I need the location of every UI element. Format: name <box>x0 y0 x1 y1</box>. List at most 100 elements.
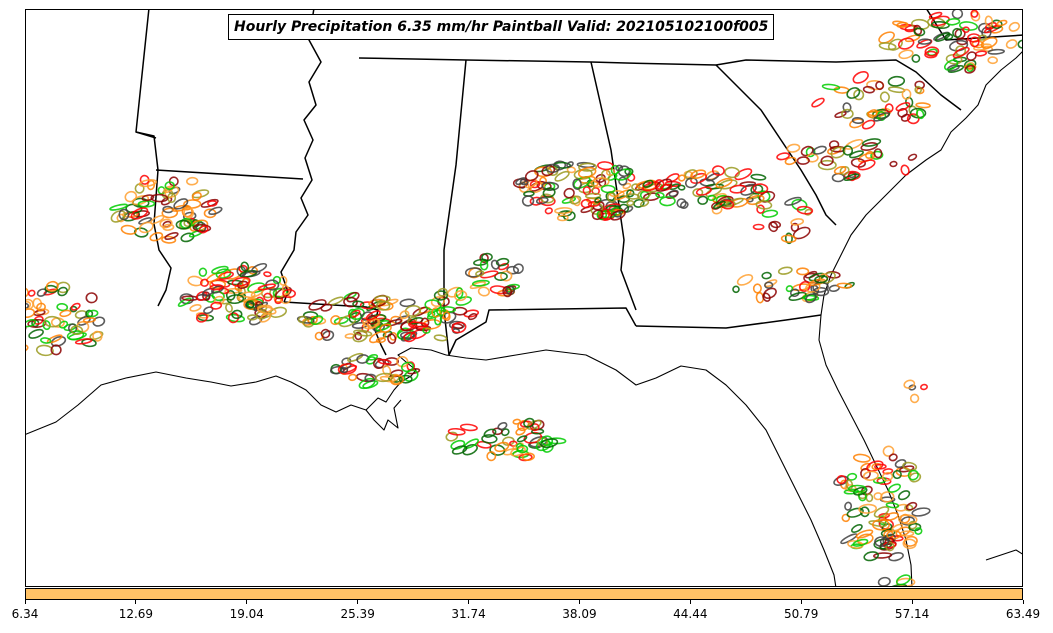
precip-contour <box>934 32 951 42</box>
precip-contour <box>882 445 895 457</box>
precip-contour <box>915 109 925 120</box>
precip-contour <box>902 461 918 472</box>
precip-contour <box>763 287 777 299</box>
precip-contour <box>770 220 782 229</box>
precip-contour <box>400 361 415 373</box>
precip-contour <box>615 164 624 172</box>
precip-contour <box>515 427 526 436</box>
precip-contour <box>349 307 365 321</box>
coast-panhandle <box>445 349 837 586</box>
precip-contour <box>187 275 204 287</box>
coastline <box>26 51 1022 586</box>
colorbar-tick-label: 44.44 <box>673 607 708 621</box>
precip-contour <box>858 491 867 502</box>
precip-contour <box>348 309 361 319</box>
boundary-al-fl <box>448 307 637 356</box>
colorbar-tick-label: 19.04 <box>229 607 264 621</box>
precip-contour <box>878 31 895 44</box>
precip-contour <box>863 551 879 562</box>
precip-contour <box>164 185 180 199</box>
precip-contour <box>914 80 925 90</box>
precip-contour <box>541 181 560 191</box>
precip-contour <box>907 153 918 161</box>
precip-contour <box>984 15 994 28</box>
precip-contour <box>512 263 524 274</box>
coast-tx-la <box>26 347 447 435</box>
precip-contour <box>330 315 341 326</box>
precip-contour <box>40 337 52 344</box>
precip-contour <box>895 102 911 112</box>
precip-contour <box>834 111 847 119</box>
precip-contour <box>28 328 44 339</box>
precip-contour <box>830 146 846 159</box>
precip-contour <box>516 435 528 443</box>
precip-contour <box>844 138 864 150</box>
precip-contour <box>1017 39 1022 49</box>
precip-contour <box>540 438 559 449</box>
precip-contour <box>133 227 149 238</box>
precip-contour <box>862 138 882 147</box>
precip-contour <box>35 344 54 357</box>
precip-contour <box>554 170 570 182</box>
precip-contour <box>138 179 158 188</box>
precip-contour <box>495 257 510 267</box>
precip-contour <box>930 20 950 30</box>
precip-contour <box>900 113 911 122</box>
precip-contour <box>962 26 970 34</box>
precip-contour <box>906 113 920 125</box>
precip-contour <box>911 54 921 63</box>
precip-contour <box>858 503 877 514</box>
precip-contour <box>846 87 861 99</box>
precip-contour <box>901 88 912 100</box>
precip-contour <box>842 102 852 113</box>
precip-contour <box>516 444 529 454</box>
precip-contour <box>587 200 601 207</box>
precip-contour <box>149 232 164 242</box>
precip-contour <box>626 200 635 207</box>
precip-contour <box>987 48 1005 55</box>
precip-contour <box>987 56 998 65</box>
precip-contour <box>846 472 858 481</box>
precip-contour <box>861 119 876 130</box>
precip-contour <box>881 471 894 482</box>
precip-contour <box>862 85 875 94</box>
precip-contour <box>952 27 963 38</box>
precip-contour <box>353 329 373 337</box>
precip-contour <box>92 316 106 327</box>
precip-contour <box>789 288 800 298</box>
precip-contour <box>146 179 156 191</box>
precip-contour <box>433 290 448 301</box>
precip-contour <box>784 232 793 245</box>
colorbar-tick <box>246 600 248 604</box>
precip-contour <box>777 266 793 275</box>
precip-contour <box>517 419 530 432</box>
precip-contour <box>369 330 387 344</box>
precip-contour <box>873 112 890 122</box>
precip-contour <box>384 357 399 366</box>
precip-contour <box>851 524 863 533</box>
precip-contour <box>502 285 513 298</box>
precip-contour <box>541 435 554 447</box>
precip-contour <box>790 218 805 226</box>
precip-contour <box>805 293 817 304</box>
precip-contour <box>263 292 273 302</box>
precip-contour <box>724 166 741 179</box>
precip-contour <box>852 538 869 547</box>
precip-contour <box>245 300 255 309</box>
precip-contour <box>196 291 208 302</box>
precip-contour <box>348 373 357 382</box>
precip-contour <box>74 338 93 345</box>
precip-contour <box>343 296 358 308</box>
precip-contour <box>654 179 665 190</box>
precip-contour <box>198 225 209 234</box>
precip-contour <box>26 302 30 310</box>
precip-contour <box>752 223 765 231</box>
precip-contour <box>796 267 810 276</box>
precip-contour <box>895 503 909 512</box>
precip-contour <box>591 209 604 221</box>
precip-contour <box>400 331 415 340</box>
precip-contour <box>695 186 712 196</box>
precip-contour <box>761 209 779 218</box>
precip-contour <box>729 184 747 194</box>
precip-contour <box>390 374 405 386</box>
